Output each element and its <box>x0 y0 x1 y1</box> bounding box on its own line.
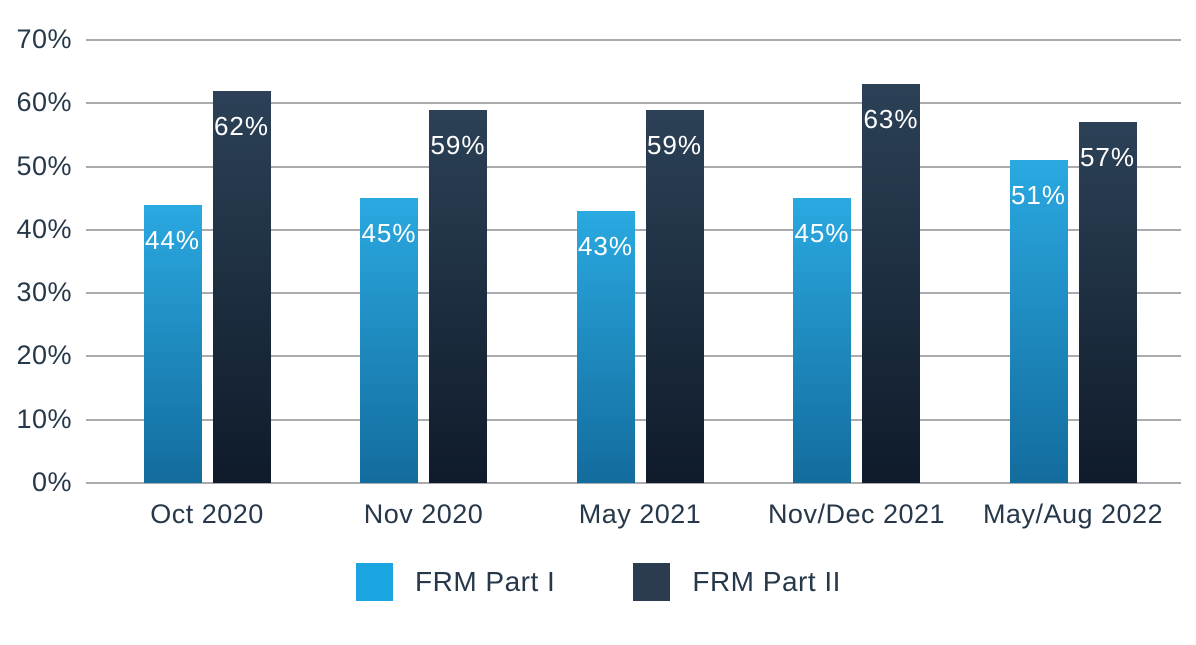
bar-frm-part-ii-may-aug-2022: 57% <box>1078 122 1137 483</box>
legend-item-frm-part-ii: FRM Part II <box>633 563 841 601</box>
x-axis-category-label: May/Aug 2022 <box>982 499 1164 529</box>
chart-legend: FRM Part I FRM Part II <box>356 563 841 601</box>
legend-label-frm-part-i: FRM Part I <box>415 566 556 597</box>
x-axis-category-label: May 2021 <box>578 499 702 529</box>
bar-value-label: 51% <box>1010 180 1067 211</box>
x-axis-category-label: Nov 2020 <box>363 499 484 529</box>
bar-value-label: 62% <box>213 110 270 141</box>
y-axis-tick-label: 50% <box>16 150 72 181</box>
bar-frm-part-ii-may-2021: 59% <box>645 109 704 483</box>
bar-value-label: 59% <box>430 129 486 160</box>
bar-value-label: 45% <box>361 218 417 249</box>
gridline <box>86 165 1181 168</box>
legend-swatch-frm-part-i <box>356 563 393 601</box>
bar-value-label: 44% <box>144 224 201 255</box>
legend-swatch-frm-part-ii <box>633 563 671 601</box>
gridline <box>86 102 1181 105</box>
gridline <box>86 39 1181 41</box>
y-axis-tick-label: 40% <box>16 213 72 244</box>
bar-frm-part-i-nov-2020: 45% <box>360 198 418 483</box>
bar-value-label: 43% <box>577 230 634 261</box>
y-axis-tick-label: 60% <box>16 87 72 118</box>
bar-frm-part-ii-nov-2020: 59% <box>429 109 487 483</box>
bar-frm-part-i-oct-2020: 44% <box>143 204 202 483</box>
y-axis-tick-label: 70% <box>16 24 72 54</box>
bar-value-label: 63% <box>863 104 919 135</box>
bar-frm-part-i-may-aug-2022: 51% <box>1009 160 1068 483</box>
gridline <box>86 482 1181 484</box>
bar-frm-part-i-nov-dec-2021: 45% <box>793 198 851 483</box>
bar-frm-part-ii-nov-dec-2021: 63% <box>862 84 920 483</box>
y-axis-tick-label: 10% <box>16 403 72 434</box>
legend-item-frm-part-i: FRM Part I <box>356 563 555 601</box>
bar-frm-part-i-may-2021: 43% <box>576 210 635 483</box>
x-axis-category-label: Nov/Dec 2021 <box>767 499 946 529</box>
bar-value-label: 59% <box>646 129 703 160</box>
bar-value-label: 45% <box>794 218 850 249</box>
y-axis-tick-label: 0% <box>31 467 72 497</box>
bar-frm-part-ii-oct-2020: 62% <box>212 90 271 483</box>
y-axis-tick-label: 20% <box>16 340 72 371</box>
bar-value-label: 57% <box>1079 142 1136 173</box>
y-axis-tick-label: 30% <box>16 277 72 308</box>
legend-label-frm-part-ii: FRM Part II <box>692 566 841 597</box>
x-axis-category-label: Oct 2020 <box>150 499 264 529</box>
